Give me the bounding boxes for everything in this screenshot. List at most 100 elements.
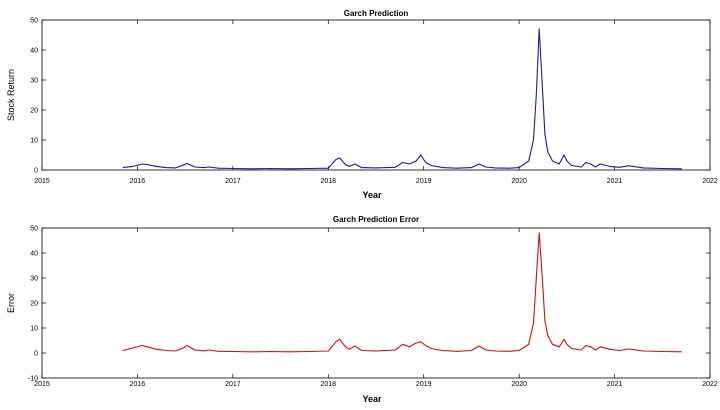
data-point <box>146 164 148 166</box>
data-point <box>208 166 210 168</box>
y-axis-title: Error <box>6 293 16 313</box>
data-point <box>609 165 611 167</box>
data-point <box>122 167 124 169</box>
data-point <box>289 168 291 170</box>
chart-title: Garch Prediction <box>344 9 409 18</box>
series-line <box>123 28 682 170</box>
data-point <box>585 345 587 346</box>
data-point <box>642 167 644 169</box>
data-point <box>533 322 534 324</box>
data-point <box>528 343 530 345</box>
data-point <box>541 79 543 81</box>
data-point <box>420 154 422 156</box>
data-point <box>552 343 553 345</box>
data-point <box>251 351 253 353</box>
data-point <box>618 350 620 351</box>
x-tick-label: 2021 <box>607 178 623 185</box>
data-point <box>571 348 573 349</box>
data-point <box>335 159 337 160</box>
x-tick-label: 2020 <box>511 381 527 388</box>
y-tick-label: 0 <box>34 168 38 175</box>
data-point <box>535 277 537 279</box>
plot-frame <box>41 19 711 171</box>
data-point <box>430 165 432 166</box>
x-tick-label: 2019 <box>416 178 432 185</box>
data-point <box>599 163 601 165</box>
data-point <box>485 349 487 351</box>
data-point <box>165 167 167 169</box>
data-point <box>456 350 458 352</box>
data-point <box>566 343 568 345</box>
x-tick-label: 2021 <box>607 381 623 388</box>
x-tick-label: 2019 <box>416 381 432 388</box>
data-point <box>208 349 210 351</box>
data-point <box>580 349 582 351</box>
data-point <box>430 348 432 349</box>
chart-title: Garch Prediction Error <box>333 215 419 224</box>
data-point <box>538 28 540 30</box>
data-point <box>544 320 546 321</box>
y-tick-label: 30 <box>30 78 38 85</box>
data-point <box>335 341 337 343</box>
data-point <box>218 350 219 352</box>
x-tick-label: 2017 <box>225 178 241 185</box>
data-point <box>339 157 341 159</box>
data-point <box>327 350 329 352</box>
data-point <box>339 338 341 340</box>
y-tick-label: -10 <box>28 376 38 383</box>
data-point <box>470 350 472 351</box>
data-point <box>595 349 596 351</box>
data-point <box>186 345 188 346</box>
data-point <box>541 272 543 274</box>
y-axis-title: Stock Return <box>6 69 16 121</box>
data-point <box>680 168 682 170</box>
data-point <box>232 351 234 352</box>
data-point <box>408 163 410 165</box>
data-point <box>251 168 253 170</box>
x-tick-label: 2020 <box>511 178 527 185</box>
data-point <box>194 349 196 351</box>
data-point <box>518 350 520 351</box>
data-point <box>186 162 188 164</box>
data-point <box>580 166 582 168</box>
data-point <box>628 348 630 350</box>
data-point <box>442 350 444 351</box>
data-point <box>203 350 205 352</box>
data-point <box>394 349 396 351</box>
data-point <box>415 342 417 344</box>
data-point <box>182 347 184 349</box>
data-point <box>308 168 310 169</box>
y-tick-label: 20 <box>30 108 38 115</box>
data-point <box>547 151 549 153</box>
data-point <box>470 167 472 169</box>
data-point <box>270 351 272 352</box>
data-point <box>408 346 410 348</box>
data-point <box>354 345 356 347</box>
data-point <box>165 350 167 351</box>
data-point <box>609 348 611 350</box>
data-point <box>547 335 549 336</box>
data-point <box>590 163 592 165</box>
data-point <box>232 168 234 169</box>
x-tick-label: 2018 <box>320 381 336 388</box>
y-tick-label: 30 <box>30 276 38 283</box>
data-point <box>585 162 587 163</box>
data-point <box>618 166 620 168</box>
data-point <box>563 154 565 156</box>
data-point <box>558 346 560 348</box>
data-point <box>194 166 196 168</box>
data-point <box>132 165 134 167</box>
data-point <box>509 167 511 169</box>
y-tick-label: 40 <box>30 48 38 55</box>
data-point <box>415 160 417 162</box>
data-point <box>218 167 219 169</box>
data-point <box>182 164 184 166</box>
data-point <box>141 163 143 165</box>
data-point <box>485 166 487 168</box>
x-tick-label: 2016 <box>130 381 146 388</box>
x-axis-title: Year <box>362 190 382 200</box>
data-point <box>270 168 272 169</box>
data-point <box>571 165 573 166</box>
y-tick-label: 10 <box>30 326 38 333</box>
